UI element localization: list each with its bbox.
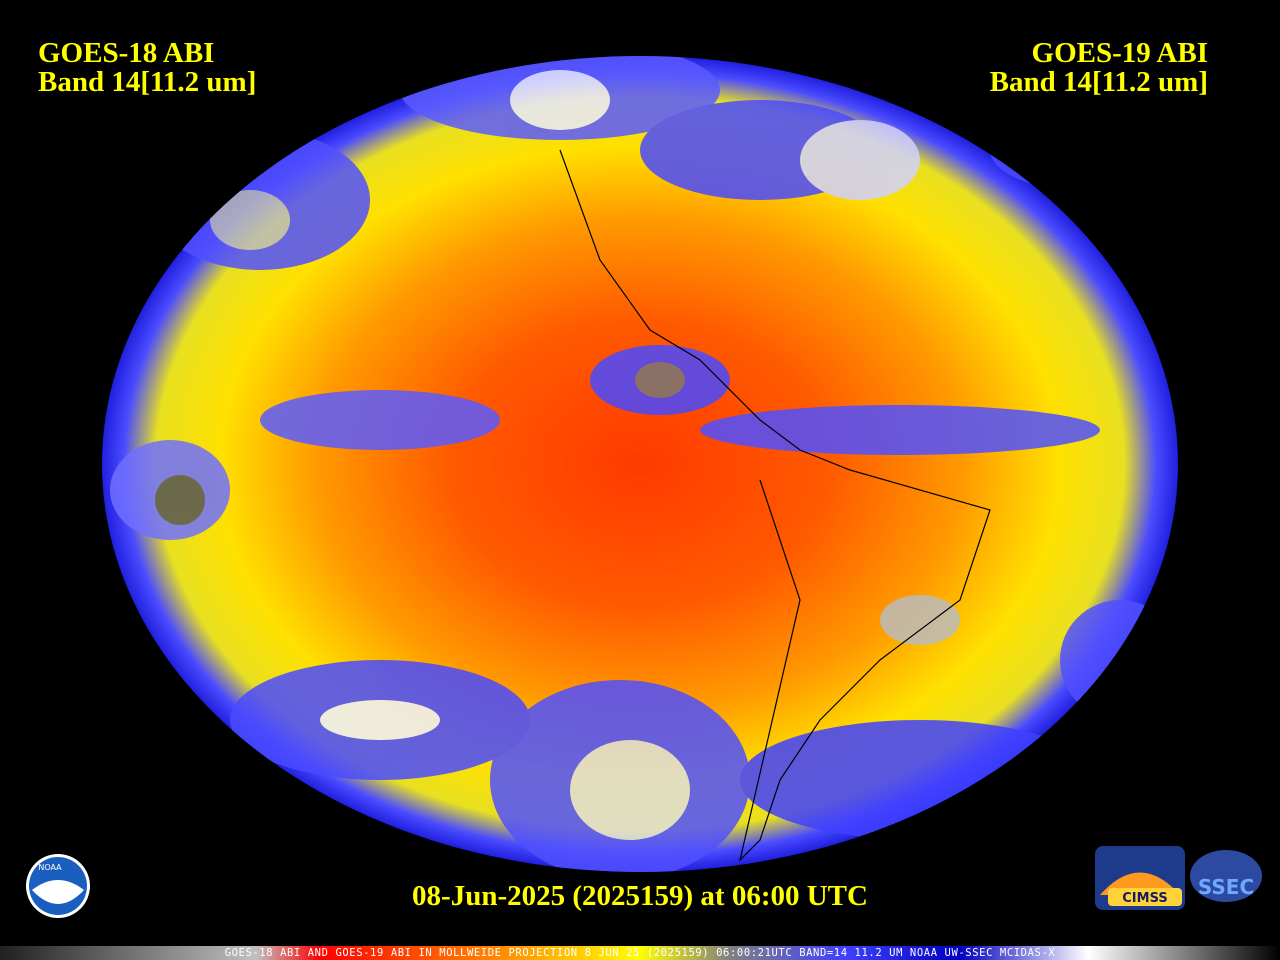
footer: GOES-18 ABI AND GOES-19 ABI IN MOLLWEIDE…	[225, 947, 1056, 959]
right-band: Band 14[11.2 um]	[990, 66, 1208, 98]
cimss-logo: CIMSS	[1095, 846, 1185, 910]
cimss-label: CIMSS	[1122, 891, 1167, 906]
left-band: Band 14[11.2 um]	[38, 66, 256, 98]
globe	[102, 56, 1178, 872]
coastline	[559, 149, 991, 862]
clouds	[110, 56, 1178, 872]
ssec-label: SSEC	[1198, 875, 1254, 899]
noaa-logo: NOAA	[26, 854, 90, 918]
color-bar	[0, 946, 1280, 960]
left-satellite: GOES-18 ABI	[38, 37, 214, 69]
noaa-label: NOAA	[38, 863, 62, 872]
ssec-logo: SSEC	[1190, 850, 1262, 902]
right-satellite: GOES-19 ABI	[1032, 37, 1208, 69]
timestamp: 08-Jun-2025 (2025159) at 06:00 UTC	[412, 880, 868, 912]
